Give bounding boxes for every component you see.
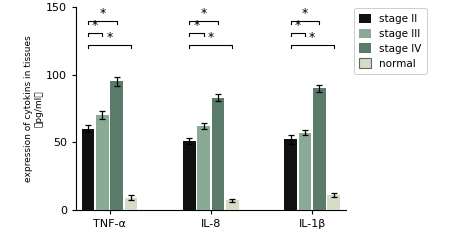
Bar [212,98,224,210]
Bar [226,200,239,210]
Bar [110,81,123,210]
Bar [96,115,109,210]
Y-axis label: expression of cytokins in tissues
（pg/ml）: expression of cytokins in tissues （pg/ml… [24,35,43,182]
Text: *: * [107,31,113,44]
Bar [313,88,326,210]
Bar [198,126,210,210]
Text: *: * [302,7,308,20]
Text: *: * [92,19,99,32]
Text: *: * [208,31,214,44]
Bar [299,133,311,210]
Bar [328,195,340,210]
Bar [125,198,137,210]
Bar [183,141,196,210]
Text: *: * [201,7,207,20]
Text: *: * [193,19,200,32]
Legend: stage II, stage III, stage IV, normal: stage II, stage III, stage IV, normal [354,8,427,74]
Bar [82,129,94,210]
Text: *: * [100,7,106,20]
Bar [284,140,297,210]
Text: *: * [309,31,315,44]
Text: *: * [295,19,301,32]
